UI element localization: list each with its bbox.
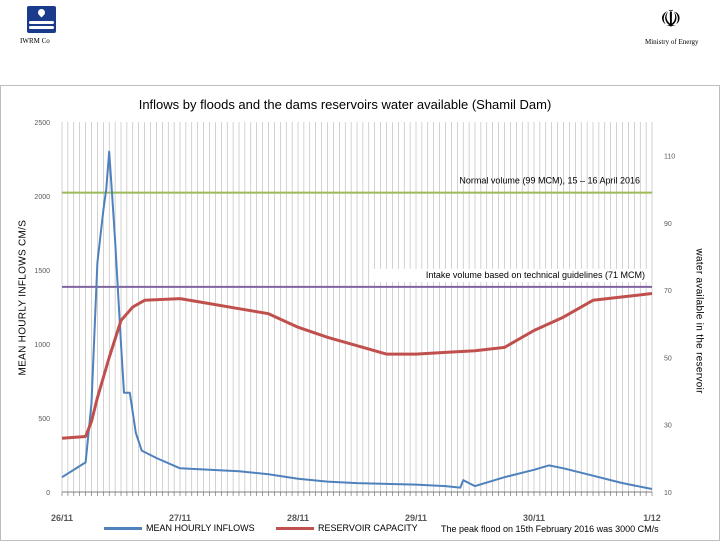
y-left-tick-label: 0 [46, 490, 50, 497]
y-right-tick-label: 70 [664, 288, 672, 295]
legend-swatch-inflows [104, 526, 142, 530]
legend-item-inflows: MEAN HOURLY INFLOWS [104, 520, 255, 536]
intake-label-background [372, 268, 648, 282]
y-left-tick-label: 2500 [34, 120, 50, 127]
wave-icon [29, 26, 54, 29]
legend-label-reservoir: RESERVOIR CAPACITY [318, 523, 418, 533]
x-tick-label: 27/11 [169, 513, 191, 523]
peak-flood-note: The peak flood on 15th February 2016 was… [441, 524, 659, 534]
normal-volume-label: Normal volume (99 MCM), 15 – 16 April 20… [459, 176, 640, 186]
company-logo [27, 6, 56, 33]
legend-item-reservoir: RESERVOIR CAPACITY [276, 520, 418, 536]
y-right-tick-label: 50 [664, 355, 672, 362]
chart-title: Inflows by floods and the dams reservoir… [138, 97, 552, 112]
x-tick-label: 26/11 [51, 513, 73, 523]
reservoir-series-line [61, 292, 653, 440]
y-left-tick-label: 2000 [34, 194, 50, 201]
y-left-tick-label: 1500 [34, 268, 50, 275]
legend-swatch-reservoir [276, 526, 314, 530]
y-right-tick-label: 30 [664, 423, 672, 430]
wave-icon [29, 21, 54, 24]
y-left-tick-label: 500 [38, 416, 50, 423]
y-right-tick-label: 10 [664, 490, 672, 497]
x-tick-label: 30/11 [523, 513, 545, 523]
company-name: IWRM Co [20, 37, 50, 45]
legend-label-inflows: MEAN HOURLY INFLOWS [146, 523, 255, 533]
ministry-emblem-icon: ☫ [660, 5, 682, 33]
y-left-tick-label: 1000 [34, 342, 50, 349]
x-tick-label: 1/12 [643, 513, 661, 523]
intake-volume-label: Intake volume based on technical guideli… [426, 270, 645, 280]
y-right-tick-label: 90 [664, 221, 672, 228]
inflow-series-line [61, 150, 653, 490]
ministry-name: Ministry of Energy [645, 38, 699, 46]
x-tick-label: 28/11 [287, 513, 309, 523]
x-tick-label: 29/11 [405, 513, 427, 523]
y-right-tick-label: 110 [664, 154, 675, 161]
